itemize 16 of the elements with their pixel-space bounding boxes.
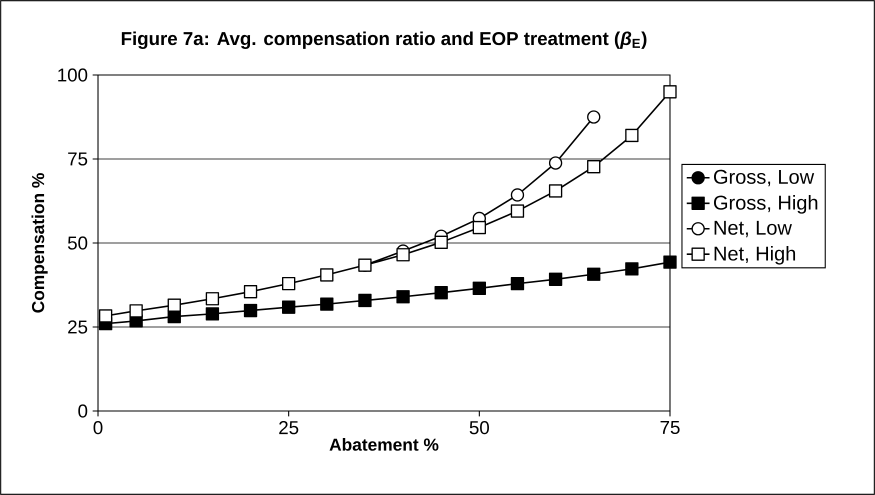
- y-tick-label: 75: [68, 152, 88, 166]
- x-tick-label: 75: [660, 421, 680, 434]
- legend-label: Gross, High: [714, 195, 818, 214]
- y-tick-label: 100: [58, 68, 88, 82]
- y-tick-label: 0: [78, 404, 88, 418]
- chart-title: Figure 7a: Avg. compensation ratio and EOP treatment (β$_{E}$): [122, 31, 646, 49]
- y-tick-label: 50: [68, 236, 88, 250]
- legend-label: Gross, Low: [714, 170, 814, 186]
- x-tick-label: 0: [94, 421, 102, 434]
- legend-label: Net, Low: [714, 220, 792, 238]
- y-axis-title: Compensation %: [32, 173, 48, 313]
- y-tick-label: 25: [68, 320, 88, 334]
- legend-label: Net, High: [714, 246, 796, 265]
- x-tick-label: 50: [470, 421, 489, 434]
- x-tick-label: 25: [279, 421, 298, 434]
- x-axis-title: Abatement %: [330, 438, 438, 451]
